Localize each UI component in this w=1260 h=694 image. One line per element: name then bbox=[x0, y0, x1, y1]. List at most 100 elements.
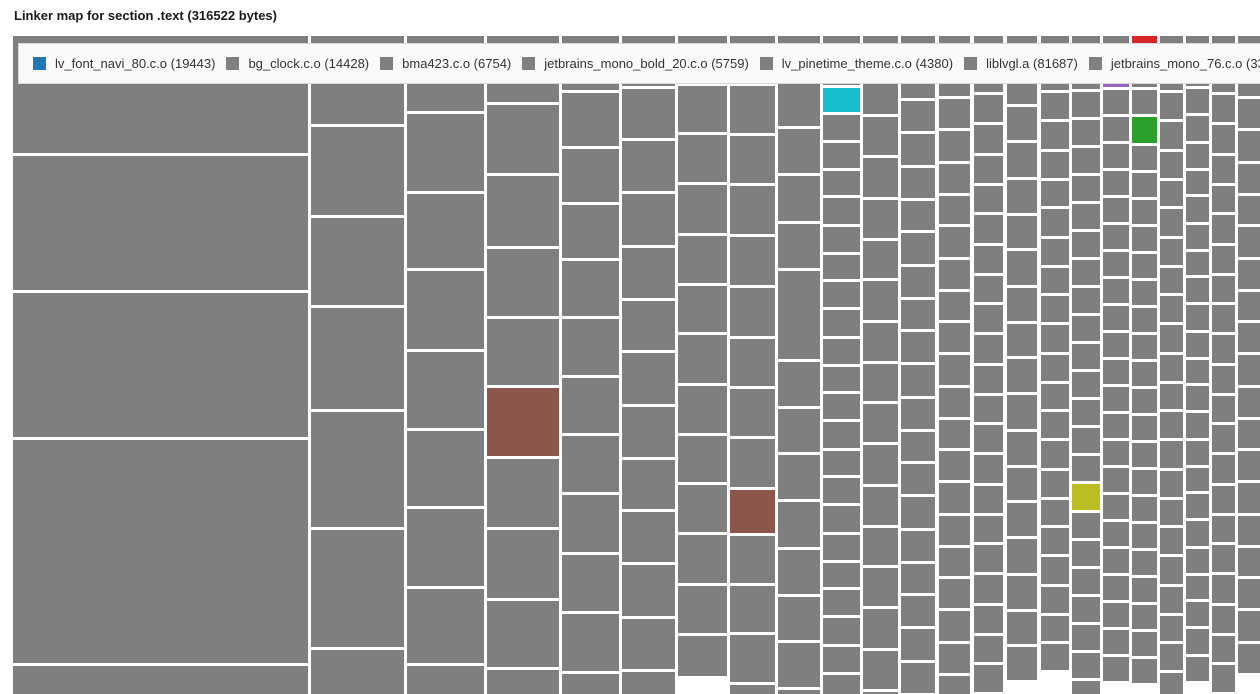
treemap-cell[interactable] bbox=[1132, 200, 1157, 224]
treemap-cell[interactable] bbox=[1160, 471, 1183, 497]
treemap-cell[interactable] bbox=[1103, 252, 1129, 276]
treemap-cell[interactable] bbox=[939, 548, 970, 576]
treemap-cell[interactable] bbox=[1160, 500, 1183, 525]
treemap-cell[interactable] bbox=[678, 236, 727, 283]
treemap-cell[interactable] bbox=[823, 478, 860, 503]
treemap-cell[interactable] bbox=[778, 690, 820, 694]
treemap-cell[interactable] bbox=[407, 666, 484, 694]
treemap-cell[interactable] bbox=[1132, 551, 1157, 575]
treemap-cell[interactable] bbox=[1238, 579, 1260, 608]
treemap-cell[interactable] bbox=[1212, 186, 1235, 212]
treemap-cell[interactable] bbox=[1160, 325, 1183, 352]
treemap-cell-olive[interactable] bbox=[1072, 484, 1100, 510]
treemap-cell[interactable] bbox=[622, 141, 675, 191]
treemap-cell[interactable] bbox=[1238, 516, 1260, 545]
treemap-cell[interactable] bbox=[487, 105, 559, 173]
treemap-cell[interactable] bbox=[1103, 576, 1129, 600]
treemap-cell[interactable] bbox=[901, 233, 935, 264]
treemap-cell[interactable] bbox=[1186, 305, 1209, 330]
treemap-cell[interactable] bbox=[1072, 148, 1100, 173]
treemap-cell[interactable] bbox=[562, 436, 619, 492]
treemap-cell[interactable] bbox=[939, 227, 970, 257]
treemap-cell[interactable] bbox=[562, 261, 619, 316]
treemap-cell[interactable] bbox=[1186, 657, 1209, 681]
treemap-cell[interactable] bbox=[823, 171, 860, 195]
treemap-cell[interactable] bbox=[407, 114, 484, 191]
treemap-cell[interactable] bbox=[974, 95, 1003, 122]
treemap-cell[interactable] bbox=[1007, 107, 1037, 140]
treemap-cell[interactable] bbox=[1103, 144, 1129, 168]
treemap-cell[interactable] bbox=[1103, 360, 1129, 384]
treemap-cell[interactable] bbox=[562, 149, 619, 202]
treemap-cell[interactable] bbox=[1072, 372, 1100, 397]
treemap-cell[interactable] bbox=[730, 439, 775, 487]
treemap-cell[interactable] bbox=[974, 606, 1003, 633]
treemap-cell[interactable] bbox=[487, 601, 559, 667]
treemap-cell[interactable] bbox=[974, 215, 1003, 243]
treemap-cell[interactable] bbox=[823, 563, 860, 587]
treemap-cell[interactable] bbox=[1132, 389, 1157, 413]
treemap-cell[interactable] bbox=[1041, 152, 1069, 178]
treemap-cell[interactable] bbox=[1186, 576, 1209, 599]
treemap-cell[interactable] bbox=[1132, 254, 1157, 278]
treemap-cell[interactable] bbox=[622, 460, 675, 509]
treemap-cell[interactable] bbox=[901, 399, 935, 429]
treemap-cell[interactable] bbox=[1007, 612, 1037, 644]
treemap-cell[interactable] bbox=[730, 237, 775, 285]
treemap-cell[interactable] bbox=[487, 670, 559, 694]
treemap-cell[interactable] bbox=[1132, 308, 1157, 332]
treemap-cell[interactable] bbox=[823, 394, 860, 419]
treemap-cell[interactable] bbox=[939, 420, 970, 448]
treemap-cell[interactable] bbox=[1238, 611, 1260, 641]
treemap-cell[interactable] bbox=[730, 339, 775, 386]
treemap-cell[interactable] bbox=[622, 248, 675, 298]
treemap-cell[interactable] bbox=[939, 355, 970, 385]
treemap-cell[interactable] bbox=[562, 319, 619, 375]
treemap-cell[interactable] bbox=[1041, 325, 1069, 352]
treemap-cell[interactable] bbox=[778, 502, 820, 547]
treemap-cell[interactable] bbox=[678, 86, 727, 132]
treemap-cell[interactable] bbox=[1238, 451, 1260, 480]
treemap-cell[interactable] bbox=[778, 409, 820, 452]
treemap-cell[interactable] bbox=[1041, 296, 1069, 322]
treemap-cell[interactable] bbox=[1007, 432, 1037, 465]
treemap-cell[interactable] bbox=[778, 455, 820, 499]
treemap-cell[interactable] bbox=[901, 267, 935, 297]
treemap-cell[interactable] bbox=[1041, 181, 1069, 206]
treemap-cell[interactable] bbox=[901, 596, 935, 626]
treemap-cell[interactable] bbox=[1212, 545, 1235, 572]
treemap-cell[interactable] bbox=[1103, 306, 1129, 330]
treemap-cell[interactable] bbox=[974, 665, 1003, 692]
treemap-cell[interactable] bbox=[1072, 120, 1100, 145]
treemap-cell[interactable] bbox=[1238, 323, 1260, 352]
treemap-cell[interactable] bbox=[1041, 209, 1069, 236]
treemap-cell[interactable] bbox=[730, 685, 775, 694]
treemap-cell[interactable] bbox=[1132, 497, 1157, 521]
treemap-cell[interactable] bbox=[1041, 616, 1069, 641]
treemap-cell-green[interactable] bbox=[1132, 117, 1157, 143]
treemap-cell[interactable] bbox=[730, 136, 775, 183]
treemap-cell[interactable] bbox=[1186, 333, 1209, 357]
treemap-cell[interactable] bbox=[1007, 359, 1037, 392]
treemap-cell[interactable] bbox=[1072, 513, 1100, 538]
treemap-cell[interactable] bbox=[1238, 548, 1260, 576]
treemap-cell[interactable] bbox=[1186, 197, 1209, 222]
treemap-cell[interactable] bbox=[1103, 468, 1129, 492]
treemap-cell[interactable] bbox=[863, 117, 898, 155]
treemap-cell[interactable] bbox=[1072, 597, 1100, 622]
treemap-cell[interactable] bbox=[1103, 630, 1129, 654]
treemap-cell[interactable] bbox=[1072, 569, 1100, 594]
treemap-cell[interactable] bbox=[1238, 99, 1260, 128]
treemap-cell[interactable] bbox=[1132, 362, 1157, 386]
treemap-cell[interactable] bbox=[678, 286, 727, 332]
treemap-cell[interactable] bbox=[1186, 441, 1209, 465]
treemap-cell[interactable] bbox=[622, 672, 675, 694]
treemap-cell[interactable] bbox=[1160, 587, 1183, 613]
treemap-cell[interactable] bbox=[1186, 521, 1209, 546]
treemap-cell[interactable] bbox=[863, 200, 898, 238]
treemap-cell[interactable] bbox=[1160, 152, 1183, 178]
treemap-cell[interactable] bbox=[1132, 632, 1157, 656]
treemap-cell[interactable] bbox=[1072, 653, 1100, 678]
treemap-cell[interactable] bbox=[863, 281, 898, 320]
treemap-cell-brown[interactable] bbox=[487, 388, 559, 456]
